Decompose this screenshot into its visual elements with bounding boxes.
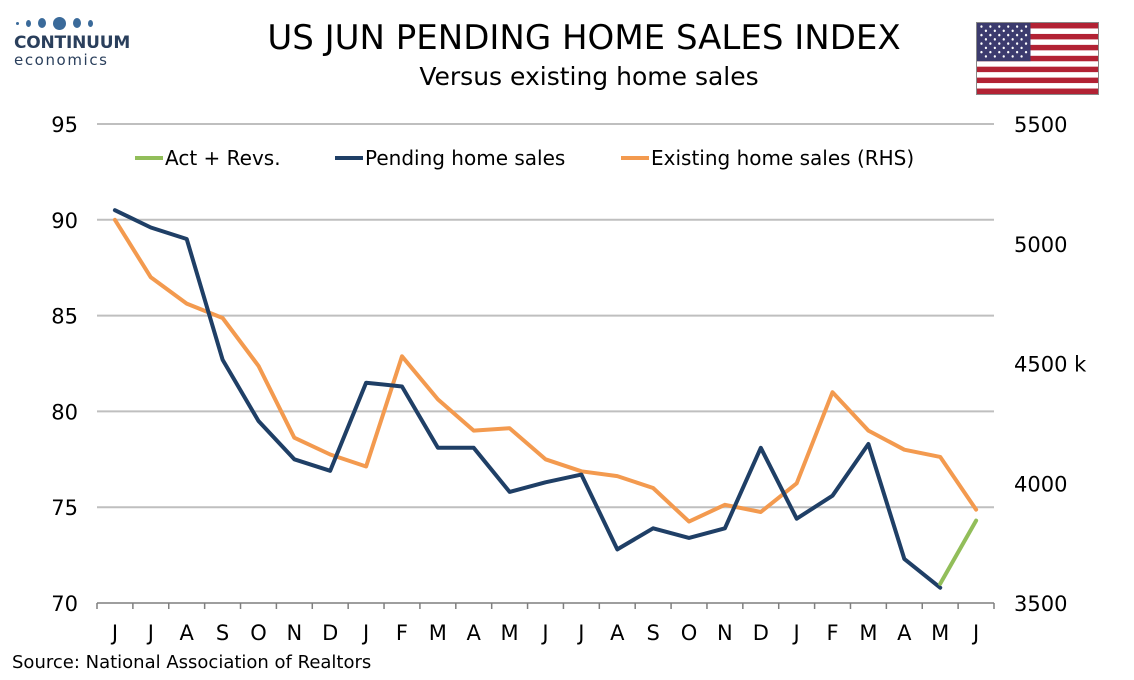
- continuum-logo: CONTINUUM economics: [14, 14, 134, 69]
- x-tick-label: S: [216, 621, 229, 645]
- legend-label: Existing home sales (RHS): [651, 146, 914, 170]
- x-tick-label: N: [286, 621, 302, 645]
- us-flag-icon: [976, 22, 1099, 95]
- y-tick-label-left: 80: [51, 400, 78, 424]
- series-line-existing-home-sales-rhs: [112, 217, 979, 524]
- x-tick-label: D: [322, 621, 338, 645]
- y-tick-label-right: 4500 k: [1014, 353, 1087, 377]
- series-line-act-revs: [938, 518, 979, 586]
- legend-label: Pending home sales: [365, 146, 565, 170]
- x-tick-label: F: [826, 621, 838, 645]
- legend-label: Act + Revs.: [165, 146, 281, 170]
- x-tick-label: J: [576, 621, 584, 645]
- x-tick-label: O: [681, 621, 698, 645]
- x-tick-label: D: [753, 621, 769, 645]
- x-tick-label: J: [792, 621, 800, 645]
- x-tick-label: S: [646, 621, 659, 645]
- y-tick-label-left: 90: [51, 209, 78, 233]
- y-tick-label-left: 75: [51, 496, 78, 520]
- logo-sub: economics: [14, 51, 109, 69]
- x-tick-label: J: [361, 621, 369, 645]
- chart-subtitle: Versus existing home sales: [419, 62, 759, 91]
- x-tick-label: A: [467, 621, 482, 645]
- y-tick-label-left: 70: [51, 592, 78, 616]
- chart-title: US JUN PENDING HOME SALES INDEX: [267, 18, 901, 58]
- x-tick-label: M: [931, 621, 949, 645]
- source-note: Source: National Association of Realtors: [12, 652, 372, 673]
- x-tick-label: A: [897, 621, 912, 645]
- y-tick-label-right: 3500: [1014, 592, 1067, 616]
- x-tick-label: F: [396, 621, 408, 645]
- x-tick-label: J: [146, 621, 154, 645]
- x-tick-label: A: [610, 621, 625, 645]
- y-tick-label-left: 95: [51, 113, 78, 137]
- x-tick-label: J: [971, 621, 979, 645]
- y-tick-label-right: 4000: [1014, 472, 1067, 496]
- y-tick-label-right: 5500: [1014, 113, 1067, 137]
- x-tick-label: J: [110, 621, 118, 645]
- x-tick-label: N: [717, 621, 733, 645]
- x-tick-label: O: [250, 621, 267, 645]
- x-tick-label: M: [429, 621, 447, 645]
- logo-brand: CONTINUUM: [14, 33, 131, 53]
- series-line-pending-home-sales: [112, 208, 943, 590]
- y-tick-label-right: 5000: [1014, 233, 1067, 257]
- x-tick-label: M: [501, 621, 519, 645]
- y-tick-label-left: 85: [51, 305, 78, 329]
- x-tick-label: M: [859, 621, 877, 645]
- logo-dots-icon: [16, 14, 134, 32]
- x-tick-label: A: [180, 621, 195, 645]
- x-tick-label: J: [540, 621, 548, 645]
